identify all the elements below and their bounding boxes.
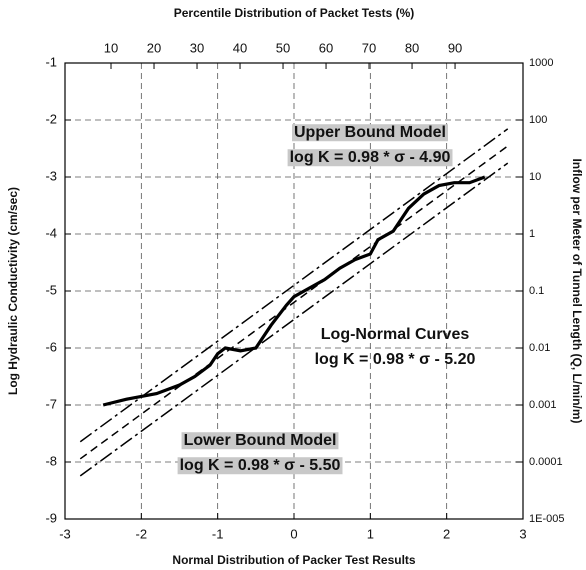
- y-tick-label: -1: [45, 54, 57, 69]
- y-tick-label: -4: [45, 225, 57, 240]
- annotation: Lower Bound Model: [184, 432, 337, 449]
- x-tick-label: -1: [212, 526, 224, 541]
- model-line: [79, 145, 509, 460]
- right-tick-label: 1000: [529, 57, 553, 69]
- annotation: Log-Normal Curves: [321, 326, 470, 343]
- y-tick-label: -7: [45, 396, 57, 411]
- right-tick-label: 0.1: [529, 285, 544, 297]
- x-tick-label: 1: [367, 526, 374, 541]
- annotation: Upper Bound Model: [294, 124, 446, 141]
- y-tick-label: -9: [45, 510, 57, 525]
- right-tick-label: 0.01: [529, 342, 550, 354]
- x-tick-label: -2: [136, 526, 148, 541]
- x-tick-label: 0: [290, 526, 297, 541]
- x-tick-label: 2: [443, 526, 450, 541]
- annotation: log K = 0.98 * σ - 4.90: [290, 149, 451, 166]
- data-curve: [102, 175, 486, 407]
- right-tick-label: 100: [529, 114, 547, 126]
- right-tick-label: 0.001: [529, 399, 557, 411]
- annotation-highlight: [287, 149, 453, 167]
- y-tick-label: -8: [45, 453, 57, 468]
- x-axis-title: Normal Distribution of Packer Test Resul…: [172, 553, 415, 567]
- top-tick-label: 60: [319, 40, 333, 55]
- top-tick-label: 40: [233, 40, 247, 55]
- annotation-highlight: [181, 432, 339, 450]
- y-tick-label: -6: [45, 339, 57, 354]
- right-tick-label: 0.0001: [529, 456, 563, 468]
- top-axis-title: Percentile Distribution of Packet Tests …: [174, 6, 415, 20]
- top-tick-label: 50: [276, 40, 290, 55]
- plot-frame: [64, 62, 524, 520]
- right-tick-label: 10: [529, 171, 541, 183]
- right-tick-label: 1E-005: [529, 513, 564, 525]
- annotation: log K = 0.98 * σ - 5.20: [315, 351, 476, 368]
- top-tick-label: 30: [190, 40, 204, 55]
- y-tick-label: -3: [45, 168, 57, 183]
- y-tick-label: -5: [45, 282, 57, 297]
- y-axis-title: Log Hydraulic Conductivity (cm/sec): [6, 187, 20, 395]
- top-tick-label: 80: [405, 40, 419, 55]
- right-tick-label: 1: [529, 228, 535, 240]
- top-tick-label: 70: [362, 40, 376, 55]
- right-axis-title: Inflow per Meter of Tunnel Length (Q, L/…: [570, 158, 584, 423]
- y-tick-label: -2: [45, 111, 57, 126]
- model-line: [79, 162, 509, 477]
- x-tick-label: 3: [519, 526, 526, 541]
- model-line: [79, 128, 509, 443]
- annotation-highlight: [177, 457, 343, 475]
- top-tick-label: 90: [448, 40, 462, 55]
- top-tick-label: 10: [104, 40, 118, 55]
- annotation-highlight: [292, 124, 448, 142]
- x-tick-label: -3: [59, 526, 71, 541]
- top-tick-label: 20: [147, 40, 161, 55]
- annotation: log K = 0.98 * σ - 5.50: [180, 457, 341, 474]
